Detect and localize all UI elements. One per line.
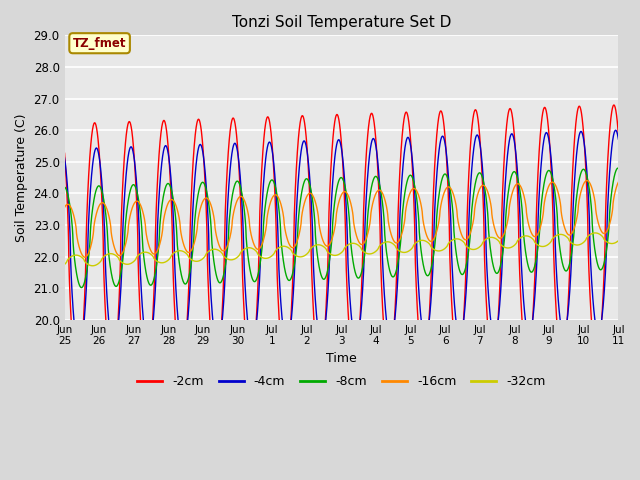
-8cm [77,285,85,290]
-16cm [495,234,502,240]
-4cm [495,316,502,322]
-16cm [614,179,622,185]
-8cm [419,260,427,265]
-4cm [156,179,164,185]
X-axis label: Time: Time [326,352,357,365]
Line: -32cm: -32cm [65,233,618,266]
Line: -8cm: -8cm [65,168,618,288]
-32cm [495,238,502,243]
Line: -16cm: -16cm [65,180,618,257]
Legend: -2cm, -4cm, -8cm, -16cm, -32cm: -2cm, -4cm, -8cm, -16cm, -32cm [132,370,550,393]
-16cm [583,178,591,183]
-8cm [495,269,502,275]
-8cm [614,165,622,171]
-2cm [614,132,622,137]
-16cm [419,216,427,222]
-2cm [610,102,618,108]
-16cm [470,214,478,220]
-16cm [81,254,89,260]
-8cm [486,244,494,250]
-4cm [61,155,68,161]
-4cm [430,228,438,233]
-32cm [156,260,164,265]
-8cm [470,189,478,194]
-32cm [61,262,68,267]
-32cm [591,230,599,236]
-2cm [156,139,164,145]
-2cm [419,361,427,367]
-2cm [430,177,438,182]
-32cm [486,235,494,240]
-32cm [430,247,438,252]
Line: -2cm: -2cm [65,105,618,376]
-32cm [470,247,478,252]
-8cm [61,184,68,190]
-8cm [156,220,164,226]
-8cm [614,165,622,171]
-4cm [76,348,83,354]
-2cm [74,373,81,379]
-16cm [486,198,494,204]
-4cm [419,330,427,336]
-32cm [614,238,622,244]
-2cm [486,349,494,355]
-16cm [430,236,438,241]
-16cm [61,204,68,210]
Line: -4cm: -4cm [65,130,618,351]
-32cm [419,238,427,243]
-2cm [61,150,68,156]
-2cm [495,313,502,319]
-4cm [470,144,478,150]
-32cm [89,263,97,269]
-4cm [486,312,494,318]
-4cm [612,127,620,133]
-8cm [430,249,438,255]
Text: TZ_fmet: TZ_fmet [73,36,126,50]
-4cm [614,136,622,142]
Title: Tonzi Soil Temperature Set D: Tonzi Soil Temperature Set D [232,15,451,30]
-2cm [470,110,478,116]
-16cm [156,240,164,246]
Y-axis label: Soil Temperature (C): Soil Temperature (C) [15,113,28,242]
